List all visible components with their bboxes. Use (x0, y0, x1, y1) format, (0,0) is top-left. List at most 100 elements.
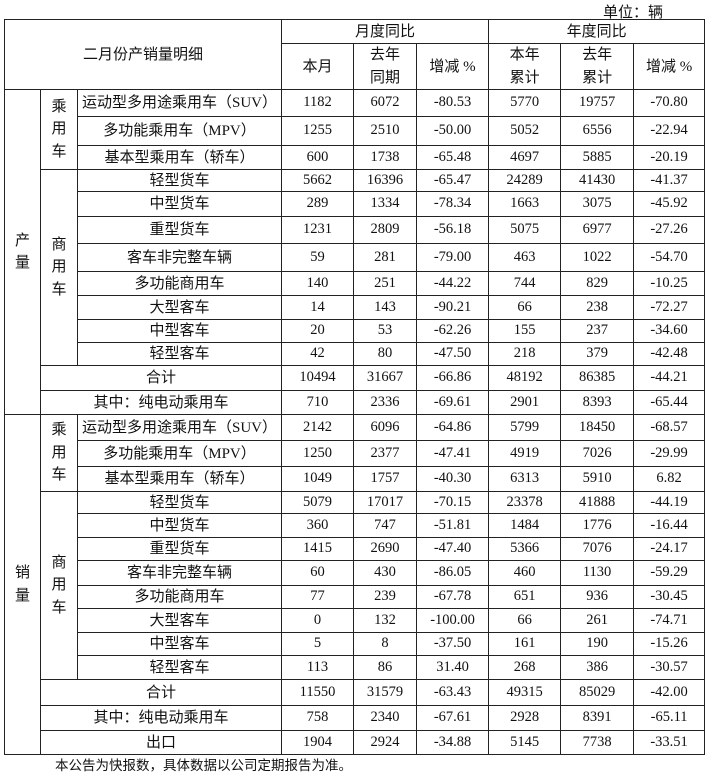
cell-ytd: 460 (488, 560, 562, 586)
table-row: 产量 乘用车 运动型多用途乘用车（SUV） 1182 6072 -80.53 5770 197… (4, 89, 705, 415)
group-label-text: 商用车 (51, 236, 67, 298)
row-name: 中型货车 (76, 191, 283, 217)
cell-last-year-month: 1738 (353, 145, 418, 170)
cell-last-ytd: 936 (560, 585, 635, 609)
row-name: 运动型多用途乘用车（SUV） (76, 89, 283, 117)
cell-monthly-change: -65.47 (416, 169, 490, 192)
table-row: 多功能乘用车（MPV） 1255 2510 -50.00 5052 6556 -22.94 (5, 116, 705, 146)
cell-ytd: 744 (488, 271, 562, 296)
cell-last-ytd: 8393 (560, 390, 635, 415)
cell-monthly-change: -44.22 (416, 271, 490, 296)
row-name: 合计 (39, 679, 283, 706)
cell-last-year-month: 281 (353, 243, 418, 272)
cell-last-year-month: 132 (353, 608, 418, 633)
cell-last-year-month: 80 (353, 342, 418, 366)
cell-last-ytd: 1130 (560, 560, 635, 586)
cell-ytd: 463 (488, 243, 562, 272)
cell-ytd: 651 (488, 585, 562, 609)
row-name: 轻型货车 (76, 169, 283, 192)
cell-last-year-month: 2924 (353, 730, 418, 755)
cell-ytd: 66 (488, 295, 562, 320)
cell-monthly-change: -67.61 (416, 705, 490, 731)
cell-monthly-change: -47.40 (416, 537, 490, 561)
cell-this-month: 2142 (281, 414, 355, 441)
cell-ytd: 23378 (488, 491, 562, 514)
cell-last-year-month: 2377 (353, 440, 418, 467)
cell-ytd: 268 (488, 655, 562, 680)
cell-yearly-change: -22.94 (633, 116, 705, 146)
cell-last-ytd: 41888 (560, 491, 635, 514)
table-row: 中型货车 360 747 -51.81 1484 1776 -16.44 (5, 513, 705, 538)
cell-this-month: 42 (281, 342, 355, 366)
row-name: 轻型客车 (76, 655, 283, 680)
cell-this-month: 1904 (281, 730, 355, 755)
cell-this-month: 113 (281, 655, 355, 680)
cell-ytd: 4919 (488, 440, 562, 467)
row-name: 其中：纯电动乘用车 (39, 390, 283, 415)
cell-yearly-change: -10.25 (633, 271, 705, 296)
cell-yearly-change: -30.57 (633, 655, 705, 680)
cell-last-year-month: 2340 (353, 705, 418, 731)
monthly-comparison-header: 月度同比 (281, 19, 490, 44)
cell-yearly-change: -72.27 (633, 295, 705, 320)
cell-last-year-month: 86 (353, 655, 418, 680)
production-sales-table: 二月份产销量明细 月度同比 年度同比 本月 去年同期 增减 % 本年累计 去年累… (3, 19, 705, 755)
cell-ytd: 2901 (488, 390, 562, 415)
row-name: 多功能乘用车（MPV） (76, 116, 283, 146)
row-name: 重型货车 (76, 216, 283, 244)
table-row: 大型客车 14 143 -90.21 66 238 -72.27 (5, 295, 705, 320)
cell-monthly-change: -47.50 (416, 342, 490, 366)
cell-last-year-month: 1757 (353, 466, 418, 492)
cell-last-ytd: 7076 (560, 537, 635, 561)
cell-yearly-change: -34.60 (633, 319, 705, 343)
cell-yearly-change: -27.26 (633, 216, 705, 244)
group-label: 乘用车 (40, 89, 78, 170)
row-name: 中型客车 (76, 632, 283, 656)
cell-this-month: 11550 (281, 679, 355, 706)
cell-last-year-month: 8 (353, 632, 418, 656)
cell-yearly-change: -42.48 (633, 342, 705, 366)
table-title: 二月份产销量明细 (3, 19, 283, 90)
cell-this-month: 1231 (281, 216, 355, 244)
cell-yearly-change: -54.70 (633, 243, 705, 272)
cell-yearly-change: -20.19 (633, 145, 705, 170)
cell-monthly-change: -80.53 (416, 89, 490, 117)
cell-this-month: 360 (281, 513, 355, 538)
cell-monthly-change: -64.86 (416, 414, 490, 441)
cell-last-ytd: 7738 (560, 730, 635, 755)
table-row: 中型客车 20 53 -62.26 155 237 -34.60 (5, 319, 705, 343)
row-name: 多功能商用车 (76, 585, 283, 609)
cell-ytd: 24289 (488, 169, 562, 192)
cell-last-year-month: 6072 (353, 89, 418, 117)
row-name: 轻型货车 (76, 491, 283, 514)
cell-monthly-change: -63.43 (416, 679, 490, 706)
cell-last-year-month: 31579 (353, 679, 418, 706)
cell-ytd: 5770 (488, 89, 562, 117)
cell-ytd: 5075 (488, 216, 562, 244)
cell-last-year-month: 2809 (353, 216, 418, 244)
cell-yearly-change: -70.80 (633, 89, 705, 117)
cell-last-ytd: 1022 (560, 243, 635, 272)
row-name: 客车非完整车辆 (76, 243, 283, 272)
cell-last-ytd: 19757 (560, 89, 635, 117)
cell-monthly-change: -67.78 (416, 585, 490, 609)
table-row: 基本型乘用车（轿车） 1049 1757 -40.30 6313 5910 6.82 (5, 466, 705, 492)
cell-ytd: 2928 (488, 705, 562, 731)
cell-monthly-change: -100.00 (416, 608, 490, 633)
section-label-text: 销量 (15, 565, 31, 604)
cell-last-year-month: 239 (353, 585, 418, 609)
group-label: 商用车 (40, 491, 78, 680)
table-row: 重型货车 1231 2809 -56.18 5075 6977 -27.26 (5, 216, 705, 244)
row-name: 其中：纯电动乘用车 (39, 705, 283, 731)
cell-monthly-change: -51.81 (416, 513, 490, 538)
cell-this-month: 10494 (281, 365, 355, 391)
row-name: 多功能商用车 (76, 271, 283, 296)
table-row: 商用车 轻型货车 5662 16396 -65.47 24289 41430 -41.37 (5, 169, 705, 366)
cell-yearly-change: -44.21 (633, 365, 705, 391)
cell-monthly-change: -90.21 (416, 295, 490, 320)
cell-monthly-change: -56.18 (416, 216, 490, 244)
cell-ytd: 5145 (488, 730, 562, 755)
row-name: 客车非完整车辆 (76, 560, 283, 586)
cell-ytd: 1484 (488, 513, 562, 538)
group-label-text: 商用车 (51, 554, 67, 616)
